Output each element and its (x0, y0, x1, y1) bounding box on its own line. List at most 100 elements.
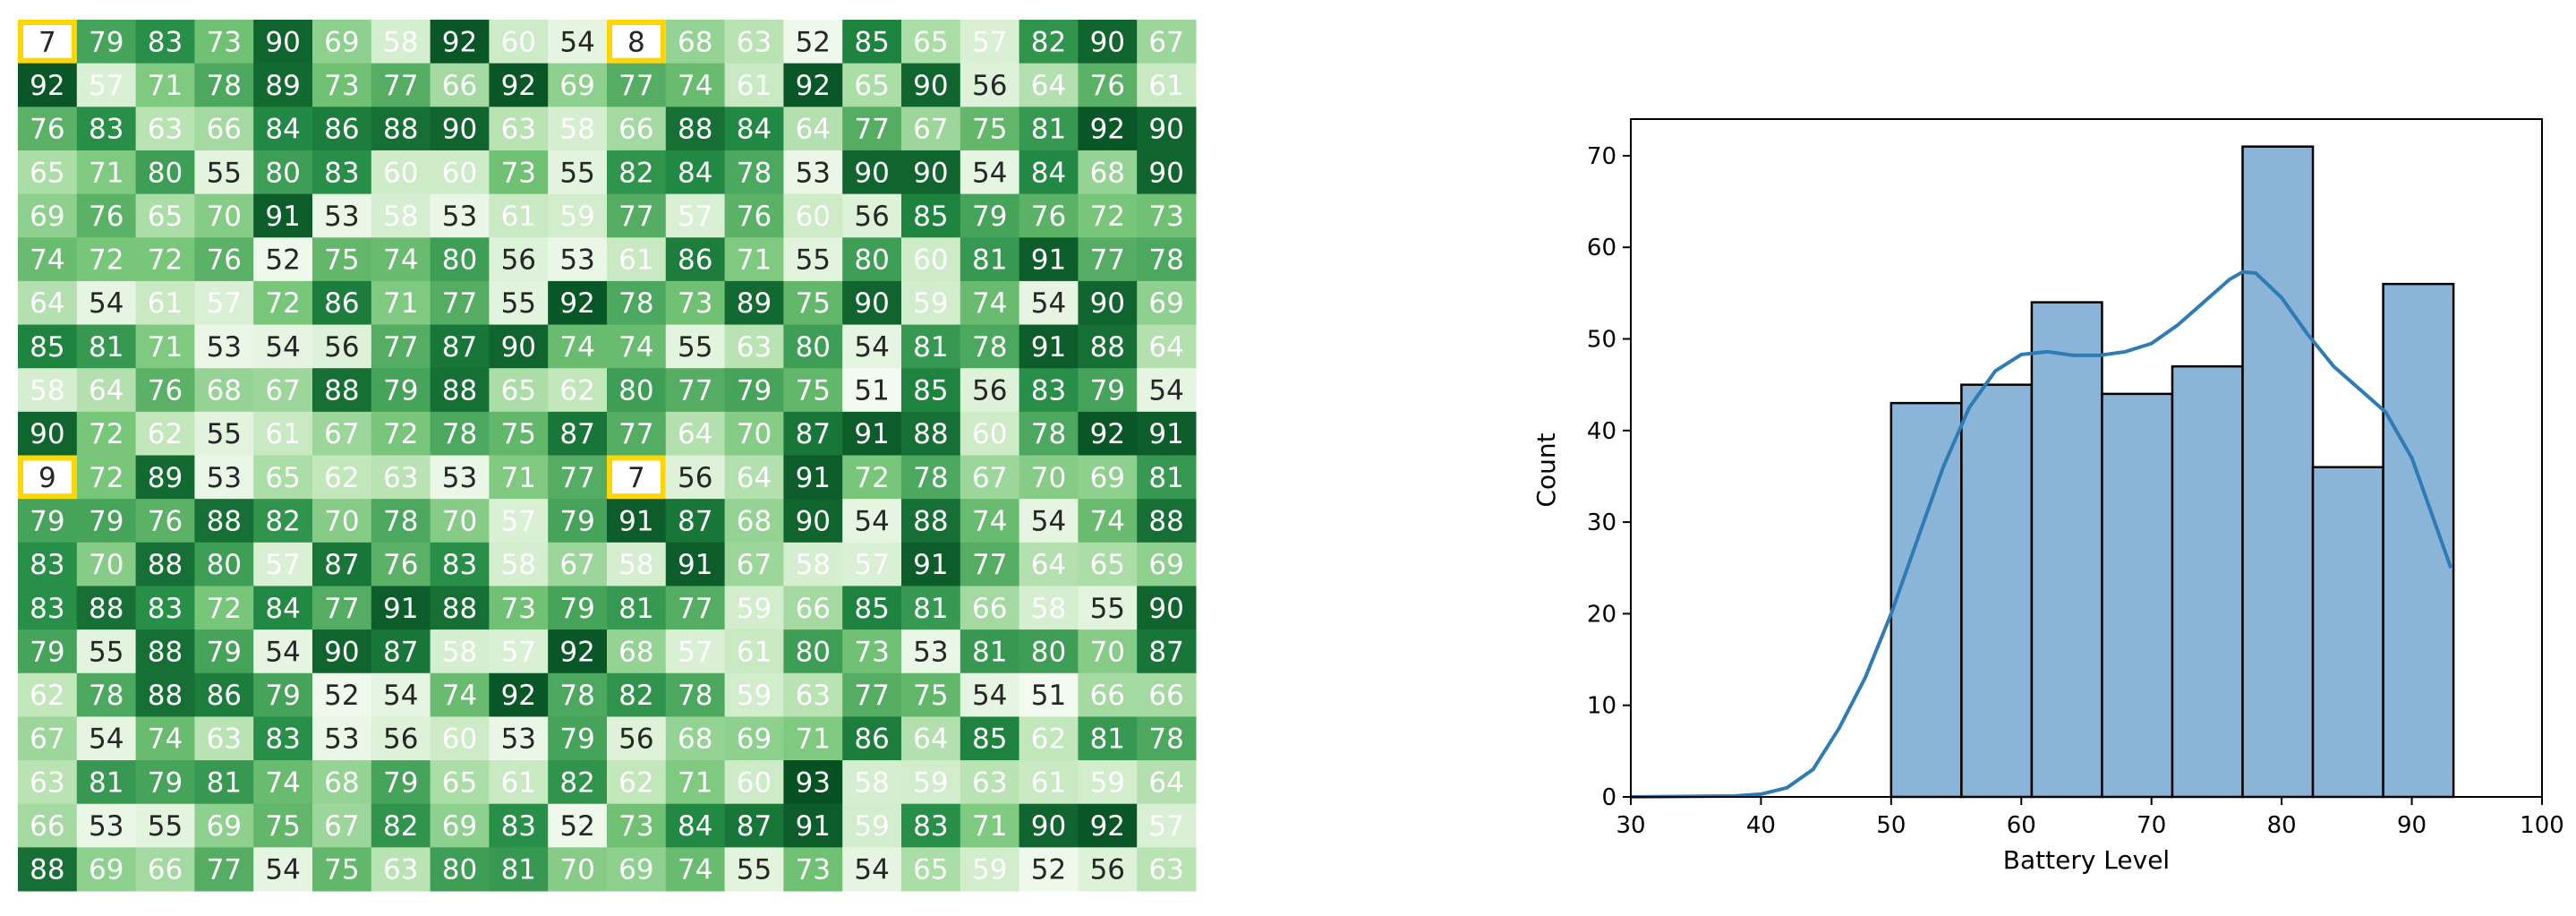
heatmap-cell (430, 150, 490, 195)
heatmap-cell-label: 81 (89, 766, 124, 799)
heatmap-cell (371, 672, 431, 717)
heatmap-cell-label: 56 (972, 375, 1007, 407)
heatmap-cell (312, 760, 372, 805)
heatmap-cell-label: 73 (796, 854, 831, 886)
heatmap-cell-label: 90 (501, 331, 536, 364)
heatmap-cell-label: 83 (89, 114, 124, 146)
heatmap-cell (489, 499, 549, 544)
heatmap-cell-label: 81 (618, 593, 653, 625)
heatmap-cell (960, 411, 1020, 456)
heatmap-cell (1078, 672, 1138, 717)
heatmap-cell-label: 55 (559, 157, 594, 189)
heatmap-cell (18, 455, 78, 500)
heatmap-cell (1078, 368, 1138, 413)
heatmap-cell-label: 79 (30, 505, 64, 537)
heatmap-cell-label: 59 (737, 593, 772, 625)
heatmap-cell-label: 76 (1090, 70, 1125, 102)
heatmap-cell (18, 324, 78, 369)
heatmap-cell-label: 57 (678, 201, 712, 233)
heatmap-cell (1137, 847, 1197, 892)
heatmap-cell (901, 324, 961, 369)
heatmap-cell-label: 57 (207, 287, 242, 320)
heatmap-cell (1019, 63, 1079, 107)
heatmap-cell-label: 53 (89, 810, 124, 843)
heatmap-cell (76, 237, 137, 282)
heatmap-cell (489, 542, 549, 586)
heatmap-cell-label: 78 (678, 680, 712, 712)
heatmap-cell-label: 63 (383, 462, 418, 494)
heatmap-cell-label: 52 (1031, 854, 1066, 886)
heatmap-cell (253, 237, 313, 282)
histogram-bar (2311, 466, 2384, 799)
heatmap-cell (724, 672, 784, 717)
heatmap-cell (489, 847, 549, 892)
heatmap-cell-label: 92 (442, 26, 477, 58)
heatmap-cell-label: 71 (678, 766, 712, 799)
heatmap-cell (960, 324, 1020, 369)
heatmap-cell-label: 72 (207, 593, 242, 625)
heatmap-cell (253, 672, 313, 717)
histogram-bar (2241, 145, 2315, 799)
heatmap-cell-label: 67 (972, 462, 1007, 494)
heatmap-cell (783, 150, 843, 195)
heatmap-cell-label: 61 (501, 201, 536, 233)
heatmap-cell-label: 78 (1148, 244, 1183, 277)
heatmap-cell (842, 455, 902, 500)
heatmap-cell-label: 80 (618, 375, 653, 407)
heatmap-cell (842, 20, 902, 64)
heatmap-cell-label: 81 (913, 593, 948, 625)
heatmap-cell-label: 73 (1148, 201, 1183, 233)
heatmap-cell (548, 803, 608, 848)
heatmap-cell (371, 455, 431, 500)
heatmap-cell (724, 324, 784, 369)
heatmap-cell (76, 20, 137, 64)
heatmap-cell (371, 150, 431, 195)
heatmap-cell-label: 69 (89, 854, 124, 886)
heatmap-cell (783, 629, 843, 674)
heatmap-cell (312, 672, 372, 717)
heatmap-cell (135, 411, 195, 456)
heatmap-cell (135, 237, 195, 282)
heatmap-cell (783, 368, 843, 413)
heatmap-cell (194, 760, 254, 805)
heatmap-cell (76, 847, 137, 892)
heatmap-cell (76, 586, 137, 630)
heatmap-cell-label: 91 (1031, 244, 1066, 277)
heatmap-cell-label: 57 (89, 70, 124, 102)
heatmap-cell-label: 84 (1031, 157, 1066, 189)
heatmap-cell-label: 70 (1090, 636, 1125, 668)
heatmap-cell (783, 586, 843, 630)
heatmap-cell (665, 150, 726, 195)
heatmap-cell (783, 193, 843, 238)
heatmap-cell-label: 79 (383, 766, 418, 799)
heatmap-cell (901, 672, 961, 717)
heatmap-cell (724, 629, 784, 674)
heatmap-cell (253, 542, 313, 586)
heatmap-cell (312, 20, 372, 64)
heatmap-cell-label: 82 (559, 766, 594, 799)
heatmap-cell-label: 54 (89, 723, 124, 756)
heatmap-cell-label: 52 (265, 244, 300, 277)
heatmap-cell (1137, 803, 1197, 848)
heatmap-cell-label: 79 (89, 505, 124, 537)
heatmap-cell (489, 150, 549, 195)
heatmap-cell (724, 280, 784, 326)
heatmap-cell-label: 91 (678, 549, 712, 581)
heatmap-cell-label: 92 (1090, 810, 1125, 843)
heatmap-cell (901, 237, 961, 282)
heatmap-cell-label: 62 (324, 462, 359, 494)
heatmap-cell (1078, 107, 1138, 151)
heatmap-cell-label: 54 (854, 505, 889, 537)
histogram-bar (2101, 392, 2174, 799)
heatmap-cell (1078, 455, 1138, 500)
heatmap-cell-label: 64 (1148, 766, 1183, 799)
heatmap-cell-label: 58 (618, 549, 653, 581)
heatmap-cell-label: 75 (501, 418, 536, 450)
heatmap-cell (548, 411, 608, 456)
heatmap-cell (665, 499, 726, 544)
heatmap-cell-label: 67 (30, 723, 64, 756)
heatmap-cell (76, 107, 137, 151)
heatmap-cell-label: 74 (148, 723, 183, 756)
heatmap-cell-label: 90 (796, 505, 831, 537)
heatmap-cell (18, 586, 78, 630)
